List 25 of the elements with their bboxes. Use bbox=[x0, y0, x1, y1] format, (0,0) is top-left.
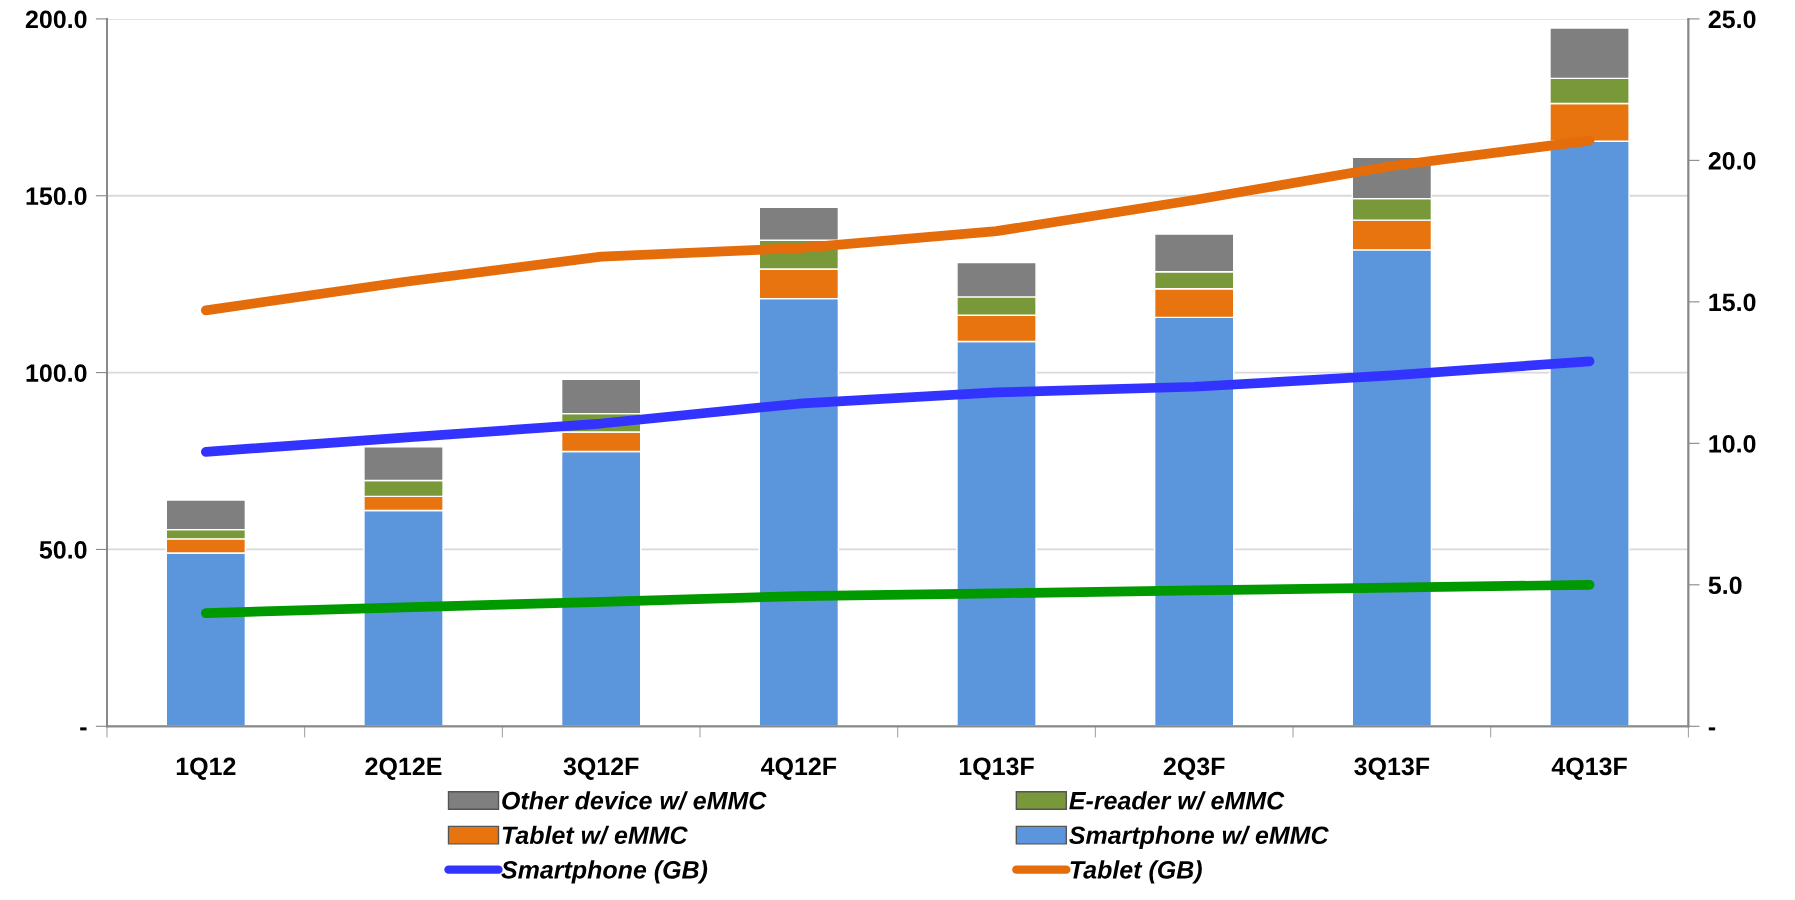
legend-label: Smartphone w/ eMMC bbox=[1069, 825, 1329, 850]
legend-label: Tablet (GB) bbox=[1070, 860, 1202, 884]
x-tick-label: 3Q13F bbox=[1354, 757, 1430, 780]
y2-tick-label: 15.0 bbox=[1709, 293, 1756, 312]
y2-tick-label: 25.0 bbox=[1708, 10, 1756, 29]
x-tick-label: 1Q12 bbox=[176, 757, 236, 780]
legend-label: E-reader w/ eMMC bbox=[1069, 791, 1285, 810]
y-tick-label: 100.0 bbox=[26, 364, 87, 382]
y2-tick-label: - bbox=[1708, 727, 1716, 731]
y-tick-label: 150.0 bbox=[26, 187, 87, 206]
y2-tick-label: 5.0 bbox=[1708, 576, 1742, 595]
x-tick-label: 4Q12F bbox=[761, 757, 837, 780]
y-tick-label: 50.0 bbox=[39, 541, 87, 559]
legend-label: Smartphone (GB) bbox=[501, 860, 708, 884]
x-tick-label: 4Q13F bbox=[1551, 757, 1627, 780]
x-tick-label: 1Q13F bbox=[959, 757, 1034, 780]
legend-label: Other device w/ eMMC bbox=[502, 791, 767, 810]
y-tick-label: 200.0 bbox=[25, 10, 87, 29]
y2-tick-label: 10.0 bbox=[1709, 434, 1756, 453]
x-tick-label: 2Q3F bbox=[1163, 757, 1225, 780]
x-tick-label: 3Q12F bbox=[563, 757, 639, 780]
legend-label: Tablet w/ eMMC bbox=[502, 825, 688, 845]
x-tick-label: 2Q12E bbox=[365, 757, 442, 780]
y2-tick-label: 20.0 bbox=[1708, 151, 1756, 170]
y-tick-label: - bbox=[80, 727, 87, 731]
